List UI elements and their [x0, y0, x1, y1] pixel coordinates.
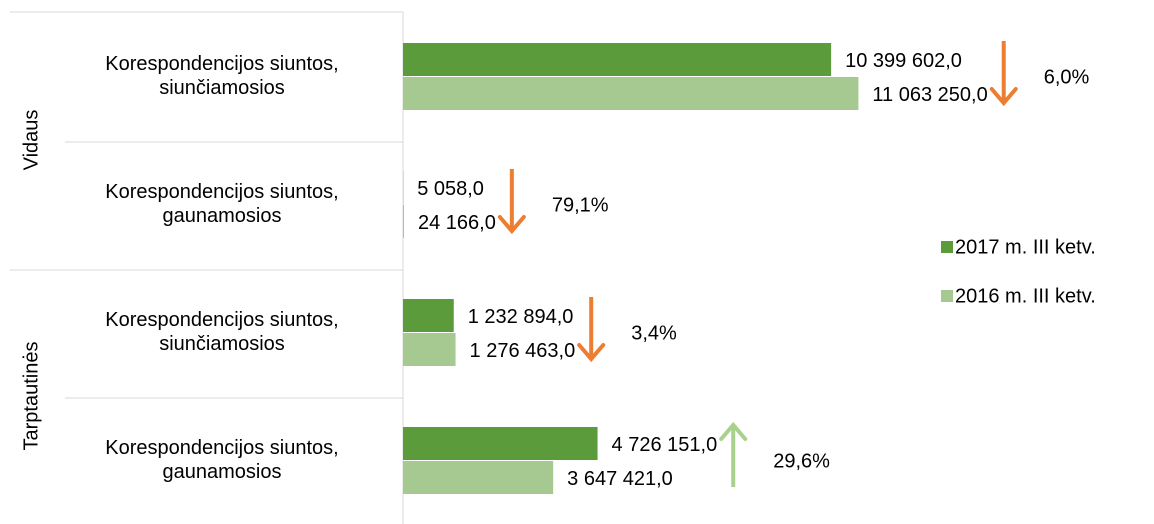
legend-swatch [941, 241, 953, 253]
value-label: 10 399 602,0 [845, 50, 962, 72]
change-arrow-head [989, 87, 1018, 107]
value-label: 3 647 421,0 [567, 468, 673, 490]
change-label: 6,0% [1044, 66, 1090, 88]
change-arrow-head [577, 343, 606, 363]
bar [403, 43, 832, 76]
value-label: 1 276 463,0 [470, 340, 576, 362]
category-label: Korespondencijos siuntos, gaunamosios [105, 181, 339, 227]
bar [403, 299, 454, 332]
value-label: 4 726 151,0 [612, 434, 718, 456]
change-label: 29,6% [773, 450, 830, 472]
category-label: Korespondencijos siuntos, siunčiamosios [105, 53, 339, 99]
category-label: Korespondencijos siuntos, siunčiamosios [105, 309, 339, 355]
value-label: 5 058,0 [417, 178, 484, 200]
group-label: Tarptautinės [20, 342, 42, 451]
bar [403, 333, 456, 366]
legend-swatch [941, 290, 953, 302]
change-arrow-head [497, 215, 526, 235]
change-label: 79,1% [552, 194, 609, 216]
group-label: Vidaus [20, 110, 42, 171]
value-label: 11 063 250,0 [872, 84, 987, 106]
legend-label: 2017 m. III ketv. [955, 236, 1096, 258]
bar [403, 427, 598, 460]
value-label: 24 166,0 [418, 212, 496, 234]
bar [403, 77, 859, 110]
change-label: 3,4% [631, 322, 677, 344]
value-label: 1 232 894,0 [468, 306, 574, 328]
change-arrow-head [719, 421, 748, 441]
bar [403, 461, 554, 494]
category-label: Korespondencijos siuntos, gaunamosios [105, 437, 339, 483]
bar [403, 205, 404, 238]
legend-label: 2016 m. III ketv. [955, 285, 1096, 307]
